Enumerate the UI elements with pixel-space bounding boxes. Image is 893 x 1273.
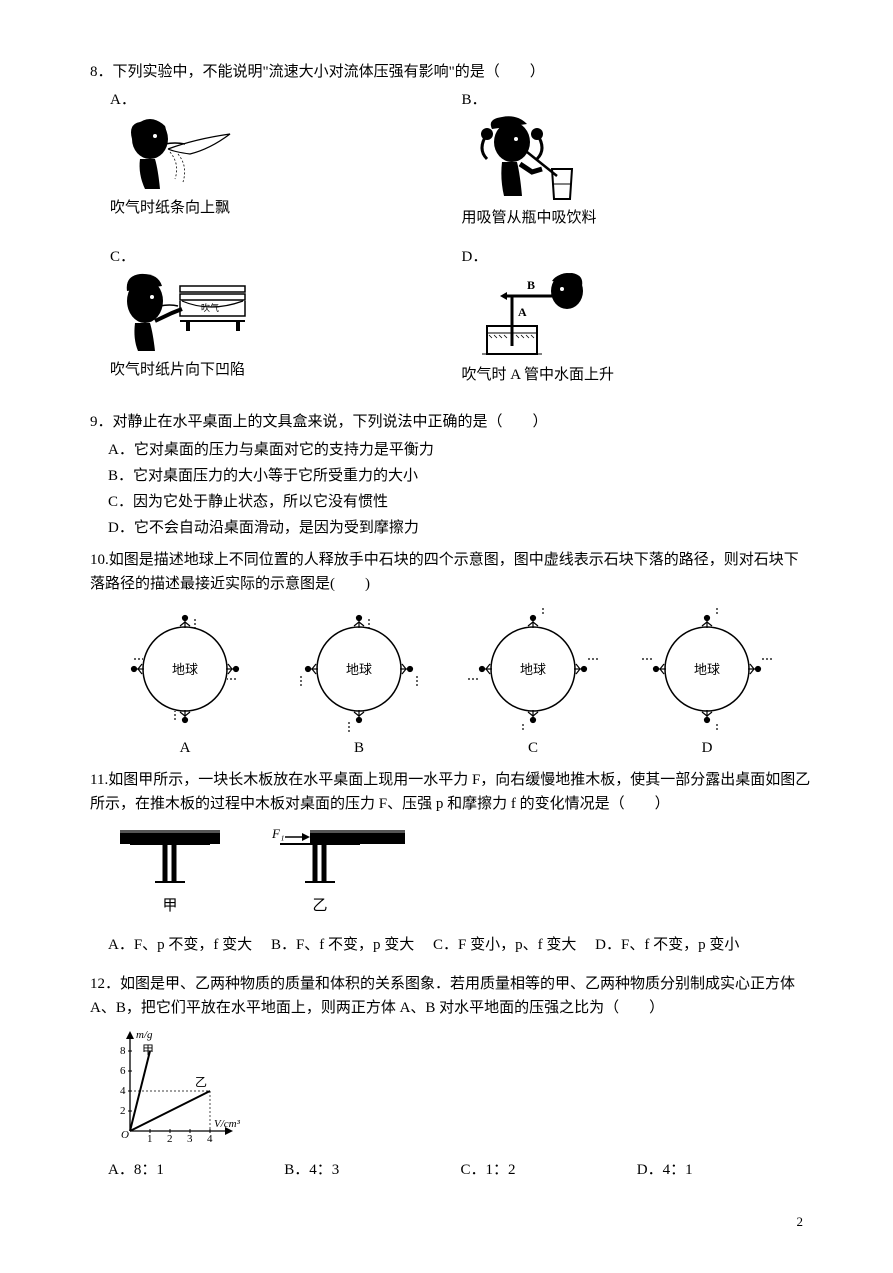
q10-label-b: B: [284, 736, 434, 760]
q8d-label-b: B: [527, 278, 535, 292]
svg-text:8: 8: [120, 1045, 126, 1057]
svg-text:F₁: F₁: [271, 826, 284, 841]
q11-figures: F₁: [110, 822, 813, 892]
q11-fig-1: [110, 822, 230, 892]
q8-caption-b: 用吸管从瓶中吸饮料: [462, 206, 804, 230]
q8-label-c: C．: [110, 245, 452, 269]
question-8: 8．下列实验中，不能说明"流速大小对流体压强有影响"的是（ ） A． 吹气时纸条…: [90, 60, 813, 402]
q8-stem: 8．下列实验中，不能说明"流速大小对流体压强有影响"的是（ ）: [90, 60, 813, 84]
q9-option-a: A．它对桌面的压力与桌面对它的支持力是平衡力: [108, 438, 813, 462]
q10-fig-c: 地球: [458, 604, 608, 734]
q12-option-d: D．4：1: [637, 1158, 813, 1182]
q8-caption-c: 吹气时纸片向下凹陷: [110, 358, 452, 382]
q8d-label-a: A: [518, 305, 527, 319]
q11-options: A．F、p 不变，f 变大 B．F、f 不变，p 变大 C．F 变小，p、f 变…: [108, 933, 813, 957]
q8-option-a: A． 吹气时纸条向上飘: [110, 88, 462, 245]
svg-text:1: 1: [147, 1133, 153, 1145]
svg-text:m/g: m/g: [136, 1029, 153, 1041]
svg-text:6: 6: [120, 1065, 126, 1077]
svg-text:乙: 乙: [195, 1075, 207, 1089]
q10-figures: 地球 地球 地球: [110, 604, 813, 734]
q8-caption-a: 吹气时纸条向上飘: [110, 196, 452, 220]
q10-label-a: A: [110, 736, 260, 760]
svg-text:4: 4: [120, 1085, 126, 1097]
q12-option-c: C．1：2: [461, 1158, 637, 1182]
q8-caption-d: 吹气时 A 管中水面上升: [462, 363, 804, 387]
page-number: 2: [90, 1212, 813, 1233]
q8-label-b: B．: [462, 88, 804, 112]
q9-option-b: B．它对桌面压力的大小等于它所受重力的大小: [108, 464, 813, 488]
svg-text:2: 2: [167, 1133, 173, 1145]
q10-fig-d: 地球: [632, 604, 782, 734]
q8-label-a: A．: [110, 88, 452, 112]
question-9: 9．对静止在水平桌面上的文具盒来说，下列说法中正确的是（ ） A．它对桌面的压力…: [90, 410, 813, 540]
svg-text:O: O: [121, 1129, 129, 1141]
svg-text:吹气: 吹气: [201, 302, 219, 313]
q10-fig-a: 地球: [110, 604, 260, 734]
svg-text:地球: 地球: [694, 662, 720, 677]
q12-chart: m/g V/cm³ O 2 4 6 8 1 2 3 4 甲 乙: [110, 1026, 813, 1154]
q11-option-c: C．F 变小，p、f 变大: [433, 937, 576, 953]
q11-option-b: B．F、f 不变，p 变大: [271, 937, 414, 953]
question-12: 12．如图是甲、乙两种物质的质量和体积的关系图象．若用质量相等的甲、乙两种物质分…: [90, 972, 813, 1182]
q11-stem: 11.如图甲所示，一块长木板放在水平桌面上现用一水平力 F，向右缓慢地推木板，使…: [90, 768, 813, 816]
svg-text:甲: 甲: [142, 1043, 154, 1057]
q8-illus-b: [462, 114, 612, 204]
q8-label-d: D．: [462, 245, 804, 269]
q8-option-d: D． B A 吹气时 A 管中水面上升: [462, 245, 814, 402]
q11-cap-2: 乙: [260, 894, 380, 918]
q8-option-b: B． 用吸管从瓶中吸饮料: [462, 88, 814, 245]
q10-label-d: D: [632, 736, 782, 760]
q12-option-a: A．8：1: [108, 1158, 284, 1182]
svg-text:3: 3: [187, 1133, 193, 1145]
q8-illus-d: B A: [462, 271, 612, 361]
q11-cap-1: 甲: [110, 894, 230, 918]
q9-stem: 9．对静止在水平桌面上的文具盒来说，下列说法中正确的是（ ）: [90, 410, 813, 434]
q10-label-c: C: [458, 736, 608, 760]
question-10: 10.如图是描述地球上不同位置的人释放手中石块的四个示意图，图中虚线表示石块下落…: [90, 548, 813, 760]
q9-option-d: D．它不会自动沿桌面滑动，是因为受到摩擦力: [108, 516, 813, 540]
q8-illus-c: 吹气: [110, 271, 260, 356]
q11-option-d: D．F、f 不变，p 变小: [595, 937, 739, 953]
q8-option-c: C． 吹气 吹气时: [110, 245, 462, 402]
svg-text:2: 2: [120, 1105, 126, 1117]
q12-options: A．8：1 B．4：3 C．1：2 D．4：1: [108, 1158, 813, 1182]
q11-option-a: A．F、p 不变，f 变大: [108, 937, 252, 953]
q10-fig-b: 地球: [284, 604, 434, 734]
q9-option-c: C．因为它处于静止状态，所以它没有惯性: [108, 490, 813, 514]
question-11: 11.如图甲所示，一块长木板放在水平桌面上现用一水平力 F，向右缓慢地推木板，使…: [90, 768, 813, 957]
svg-text:地球: 地球: [172, 662, 198, 677]
q12-option-b: B．4：3: [284, 1158, 460, 1182]
q12-stem: 12．如图是甲、乙两种物质的质量和体积的关系图象．若用质量相等的甲、乙两种物质分…: [90, 972, 813, 1020]
q11-fig-2: F₁: [260, 822, 410, 892]
q8-illus-a: [110, 114, 250, 194]
svg-text:4: 4: [207, 1133, 213, 1145]
q10-stem: 10.如图是描述地球上不同位置的人释放手中石块的四个示意图，图中虚线表示石块下落…: [90, 548, 813, 596]
svg-text:地球: 地球: [520, 662, 546, 677]
svg-text:V/cm³: V/cm³: [214, 1118, 241, 1130]
svg-text:地球: 地球: [346, 662, 372, 677]
